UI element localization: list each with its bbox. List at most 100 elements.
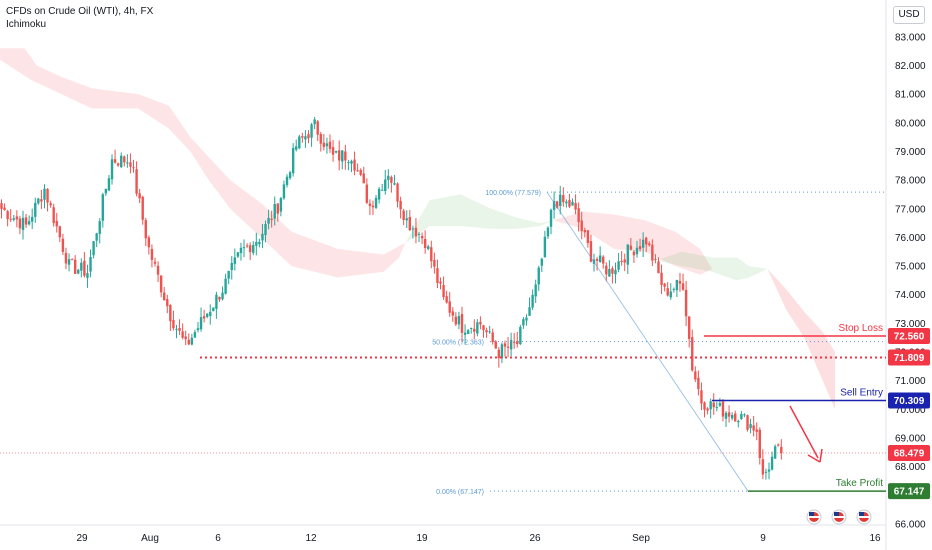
candle-body — [239, 247, 243, 254]
candle-body — [589, 241, 593, 262]
candle-body — [537, 267, 540, 285]
candle-body — [236, 252, 240, 257]
sell-entry-price-tag — [888, 392, 930, 409]
candle-body — [267, 217, 270, 224]
candle-body — [166, 299, 169, 307]
candle-body — [359, 169, 362, 175]
sell-entry-label: Sell Entry — [840, 388, 883, 399]
candle-body — [509, 339, 513, 350]
candle-body — [666, 288, 669, 296]
candle-body — [24, 217, 28, 225]
candle-body — [694, 371, 697, 380]
candle-body — [565, 201, 568, 204]
candle-body — [77, 269, 80, 274]
candle-body — [347, 162, 350, 164]
us-flag-icon[interactable] — [831, 509, 847, 525]
candle-body — [123, 156, 126, 163]
candle-body — [209, 311, 212, 316]
candle-body — [202, 316, 206, 319]
candle-body — [724, 412, 728, 419]
candle-body — [313, 119, 316, 125]
candle-body — [436, 268, 439, 283]
candle-body — [9, 218, 12, 220]
candle-body — [691, 337, 694, 371]
candle-body — [494, 341, 497, 349]
candle-body — [749, 424, 752, 429]
y-tick-label: 73.000 — [895, 319, 926, 330]
candle-body — [488, 331, 491, 333]
x-tick-label: 16 — [869, 533, 881, 544]
y-tick-label: 75.000 — [895, 262, 926, 273]
candle-body — [479, 321, 482, 325]
sell-arrow-head — [807, 448, 823, 463]
candle-body — [675, 279, 679, 291]
resistance-price-tag-text: 71.809 — [894, 353, 925, 364]
candle-body — [516, 341, 519, 345]
y-tick-label: 74.000 — [895, 290, 926, 301]
candle-body — [377, 188, 381, 200]
candle-body — [660, 272, 663, 285]
candle-body — [159, 275, 163, 293]
candle-body — [218, 296, 221, 300]
candle-body — [727, 412, 731, 417]
candle-body — [341, 150, 344, 162]
candle-body — [288, 172, 292, 179]
candle-body — [245, 245, 249, 247]
candle-body — [657, 261, 660, 274]
candle-body — [150, 248, 154, 260]
y-tick-label: 76.000 — [895, 233, 926, 244]
candle-body — [433, 259, 436, 267]
candle-body — [230, 262, 233, 271]
candle-body — [380, 189, 384, 191]
candle-body — [291, 148, 295, 174]
indicator-label[interactable]: Ichimoku — [6, 19, 47, 30]
candle-body — [623, 259, 626, 263]
candle-body — [417, 233, 421, 235]
candle-body — [113, 159, 117, 163]
candle-body — [491, 332, 494, 343]
candle-body — [34, 202, 37, 217]
candle-body — [700, 390, 703, 404]
candle-body — [12, 218, 15, 220]
candle-body — [147, 237, 151, 248]
candle-body — [423, 238, 427, 249]
us-flag-icon[interactable] — [856, 509, 872, 525]
currency-button[interactable]: USD — [893, 6, 925, 24]
candle-body — [101, 194, 105, 221]
fib-level-label: 50.00% (72.363) — [432, 340, 484, 347]
candle-body — [512, 341, 516, 343]
us-flag-icon[interactable] — [806, 509, 822, 525]
take-profit-label: Take Profit — [836, 478, 883, 489]
candle-body — [672, 288, 676, 290]
candle-body — [457, 315, 461, 325]
candle-body — [460, 314, 464, 333]
candle-body — [740, 413, 743, 419]
candle-body — [485, 330, 488, 333]
y-tick-label: 68.000 — [895, 462, 926, 473]
stop-loss-price-tag-text: 72.560 — [894, 332, 925, 343]
candle-body — [328, 141, 332, 149]
candle-body — [651, 244, 654, 261]
fib-trendline — [546, 191, 749, 492]
candle-body — [27, 221, 31, 225]
candle-body — [408, 216, 412, 231]
candle-body — [393, 183, 396, 185]
candle-body — [764, 471, 768, 473]
candle-body — [0, 203, 3, 209]
candle-body — [390, 176, 393, 183]
candle-body — [402, 210, 405, 220]
candle-body — [169, 305, 172, 322]
candle-body — [414, 227, 418, 237]
take-profit-price-tag-text: 67.147 — [894, 487, 925, 498]
candle-body — [129, 162, 132, 167]
candle-body — [562, 195, 565, 203]
candle-body — [411, 228, 415, 230]
candle-body — [89, 257, 92, 272]
candle-body — [212, 307, 215, 312]
candle-body — [715, 407, 719, 409]
candle-body — [500, 344, 504, 359]
y-tick-label: 82.000 — [895, 61, 926, 72]
candle-body — [629, 245, 633, 250]
